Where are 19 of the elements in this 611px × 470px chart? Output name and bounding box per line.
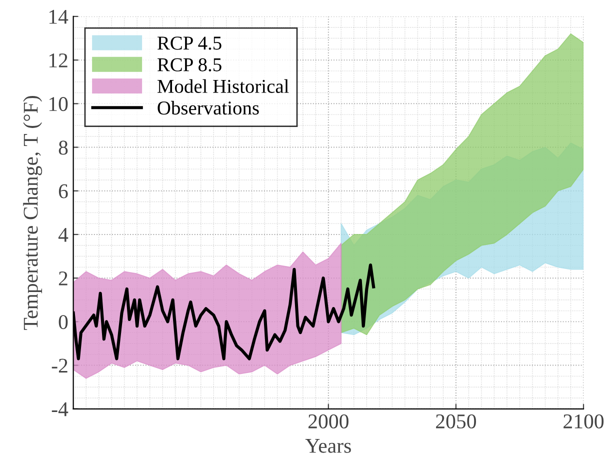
y-axis-title: Temperature Change, T (°F)	[23, 96, 42, 330]
y-tick-label: 12	[49, 53, 68, 68]
x-tick-label: 2100	[564, 414, 604, 428]
legend-label: RCP 4.5	[157, 36, 222, 50]
y-tick-label: -4	[52, 402, 68, 416]
y-tick-label: 4	[58, 228, 68, 242]
y-tick-label: 8	[58, 140, 68, 155]
legend-label: Model Historical	[157, 79, 289, 93]
x-axis-title: Years	[305, 439, 351, 453]
x-tick-label: 2000	[308, 414, 348, 428]
y-tick-label: 14	[49, 10, 68, 24]
legend-label: RCP 8.5	[157, 58, 222, 72]
y-tick-label: 6	[58, 184, 68, 198]
legend-label: Observations	[158, 100, 259, 115]
y-tick-label: 10	[49, 97, 68, 112]
y-tick-label: 2	[58, 272, 68, 286]
y-tick-label: -2	[52, 358, 68, 373]
y-tick-label: 0	[58, 315, 68, 330]
x-tick-label: 2050	[436, 414, 476, 428]
